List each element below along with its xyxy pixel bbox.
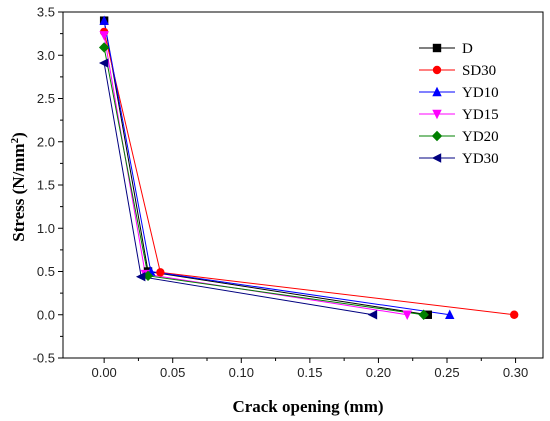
legend-item-sd30: SD30 <box>419 63 496 79</box>
series-markers <box>98 15 519 320</box>
data-point-yd10 <box>99 15 109 25</box>
data-point-yd30 <box>367 310 378 320</box>
y-tick-label: 0.0 <box>37 307 55 322</box>
x-tick-label: 0.00 <box>91 365 116 380</box>
data-point-yd20 <box>418 309 429 320</box>
y-axis-title-superscript: 2 <box>9 137 21 143</box>
legend-label-sd30: SD30 <box>462 63 496 79</box>
legend: D SD30 YD10 YD15 YD20 YD30 <box>419 41 499 167</box>
legend-marker-yd15 <box>432 109 442 120</box>
data-point-yd30 <box>135 271 146 282</box>
x-tick-label: 0.15 <box>297 365 322 380</box>
legend-label-yd10: YD10 <box>462 85 499 101</box>
y-tick-label: 0.5 <box>37 264 55 279</box>
y-tick-label: 1.0 <box>37 221 55 236</box>
legend-item-yd15: YD15 <box>419 107 499 123</box>
legend-label-yd30: YD30 <box>462 151 499 167</box>
legend-item-yd20: YD20 <box>419 129 499 145</box>
legend-item-yd30: YD30 <box>419 151 499 167</box>
y-axis-title-suffix: ) <box>9 132 28 138</box>
y-tick-label: 1.5 <box>37 178 55 193</box>
y-tick-label: -0.5 <box>33 351 55 366</box>
data-point-yd30 <box>98 58 109 68</box>
data-point-yd15 <box>99 31 109 41</box>
x-tick-label: 0.10 <box>229 365 254 380</box>
legend-marker-sd30 <box>432 65 442 75</box>
data-point-sd30 <box>510 310 519 319</box>
y-tick-label: 2.5 <box>37 91 55 106</box>
data-point-yd10 <box>445 309 455 319</box>
x-tick-label: 0.30 <box>503 365 528 380</box>
legend-label-yd20: YD20 <box>462 129 499 145</box>
y-tick-label: 3.0 <box>37 48 55 63</box>
legend-label-d: D <box>462 41 473 57</box>
y-axis-ticks: -0.5 0.0 0.5 1.0 1.5 2.0 2.5 3.0 3.5 <box>33 5 63 366</box>
data-point-yd20 <box>142 270 154 282</box>
legend-item-yd10: YD10 <box>419 85 499 101</box>
x-tick-label: 0.05 <box>160 365 185 380</box>
legend-marker-yd20 <box>431 130 443 142</box>
y-axis-title: Stress (N/mm2) <box>9 132 28 242</box>
data-point-yd15 <box>402 310 412 320</box>
y-tick-label: 2.0 <box>37 134 55 149</box>
y-axis-title-main: Stress (N/mm <box>9 143 28 241</box>
x-tick-label: 0.20 <box>366 365 391 380</box>
legend-item-d: D <box>419 41 473 57</box>
data-point-sd30 <box>156 268 165 277</box>
legend-label-yd15: YD15 <box>462 107 499 123</box>
legend-marker-d <box>432 43 442 53</box>
x-axis-ticks: 0.00 0.05 0.10 0.15 0.20 0.25 0.30 <box>91 358 528 380</box>
y-tick-label: 3.5 <box>37 5 55 20</box>
x-axis-title: Crack opening (mm) <box>232 397 383 416</box>
legend-marker-yd30 <box>431 153 442 163</box>
data-point-yd20 <box>98 42 110 53</box>
x-tick-label: 0.25 <box>434 365 459 380</box>
legend-marker-yd10 <box>432 86 442 97</box>
